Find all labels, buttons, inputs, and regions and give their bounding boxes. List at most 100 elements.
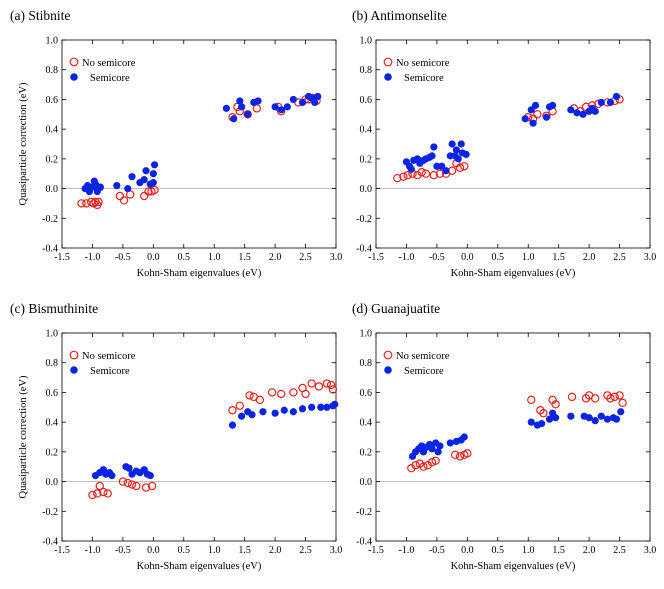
data-point [141,483,151,492]
legend-marker [384,366,392,374]
legend-marker [383,57,393,67]
x-axis-label: Kohn-Sham eigenvalues (eV) [451,561,576,572]
series-semicore [91,400,339,480]
data-point [271,409,279,417]
data-point [140,176,148,184]
data-point [77,199,86,208]
x-tick-label: 3.0 [644,545,657,556]
data-point [612,92,621,101]
legend-label: Semicore [90,366,130,377]
data-point [545,415,554,423]
data-point [244,110,252,118]
x-tick-label: -0.5 [429,252,445,263]
data-point [289,95,297,104]
data-point [88,490,97,500]
legend-marker [384,73,392,81]
x-tick-label: 2.0 [269,545,282,556]
data-point [222,104,230,112]
data-point [144,187,153,196]
data-point [542,113,551,121]
data-point [82,199,91,208]
legend: No semicore Semicore [383,57,450,84]
data-point [538,420,546,428]
data-point [95,481,104,491]
data-point [308,403,316,411]
x-tick-label: 1.0 [208,545,221,556]
data-point [328,385,338,394]
x-axis-label: Kohn-Sham eigenvalues (eV) [137,561,262,572]
x-tick-label: 3.0 [330,252,343,263]
data-point [289,388,298,397]
x-tick-label: 1.0 [208,252,221,263]
data-point [298,405,307,413]
data-point [618,398,627,408]
data-point [450,450,460,460]
data-point [527,395,536,405]
y-tick-label: 0.0 [360,477,373,488]
x-tick-label: -1.0 [85,545,101,556]
y-tick-label: 0.6 [46,388,59,399]
data-point [597,98,605,106]
data-point [551,400,560,409]
x-tick-label: -1.5 [54,545,70,556]
data-point [150,161,159,169]
data-point [323,403,331,411]
y-tick-label: 0.8 [360,65,373,76]
x-tick-label: 2.0 [269,252,282,263]
data-point [248,411,256,419]
panel-title: (b) Antimonselite [352,8,447,23]
x-tick-label: 1.5 [552,252,565,263]
data-point [99,487,108,497]
data-point [326,380,336,390]
data-point [407,165,415,173]
data-point [254,97,262,105]
x-tick-label: 0.0 [147,545,160,556]
data-point [552,414,560,422]
x-tick-label: 0.0 [461,545,474,556]
legend-marker [70,366,78,374]
data-point [245,391,254,400]
data-point [127,480,137,489]
data-point [610,392,619,402]
panel-title: (c) Bismuthinite [10,301,98,316]
series-semicore [81,92,322,196]
y-tick-label: 0.8 [46,65,59,76]
data-point [277,389,286,399]
data-point [431,456,440,465]
x-tick-label: -1.5 [368,545,384,556]
y-tick-label: 0.2 [360,154,373,165]
data-point [267,388,277,397]
x-tick-label: -1.5 [368,252,384,263]
data-point [430,143,438,151]
y-tick-label: 0.4 [46,418,59,429]
legend-marker [69,57,79,67]
panel-title: (a) Stibnite [10,8,70,23]
data-point [591,417,599,425]
y-tick-label: 0.8 [360,358,373,369]
data-point [403,170,412,180]
y-tick-label: 0.8 [46,358,59,369]
data-point [399,172,408,181]
legend-label: Semicore [90,73,130,84]
series-semicore [408,408,625,460]
data-point [527,106,535,114]
data-point [235,401,244,410]
data-point [448,140,456,148]
data-point [118,477,128,486]
legend-label: Semicore [404,73,444,84]
data-point [125,464,133,472]
data-point [103,489,112,498]
data-point [548,101,557,109]
x-tick-label: -0.5 [429,545,445,556]
series-no-semicore [88,379,338,500]
data-point [419,462,428,471]
legend-marker [383,350,393,360]
data-point [94,197,103,207]
data-point [149,179,157,187]
data-point [591,107,599,115]
data-point [606,394,615,403]
data-point [259,408,267,416]
data-point [455,163,465,172]
legend-marker [70,73,78,81]
